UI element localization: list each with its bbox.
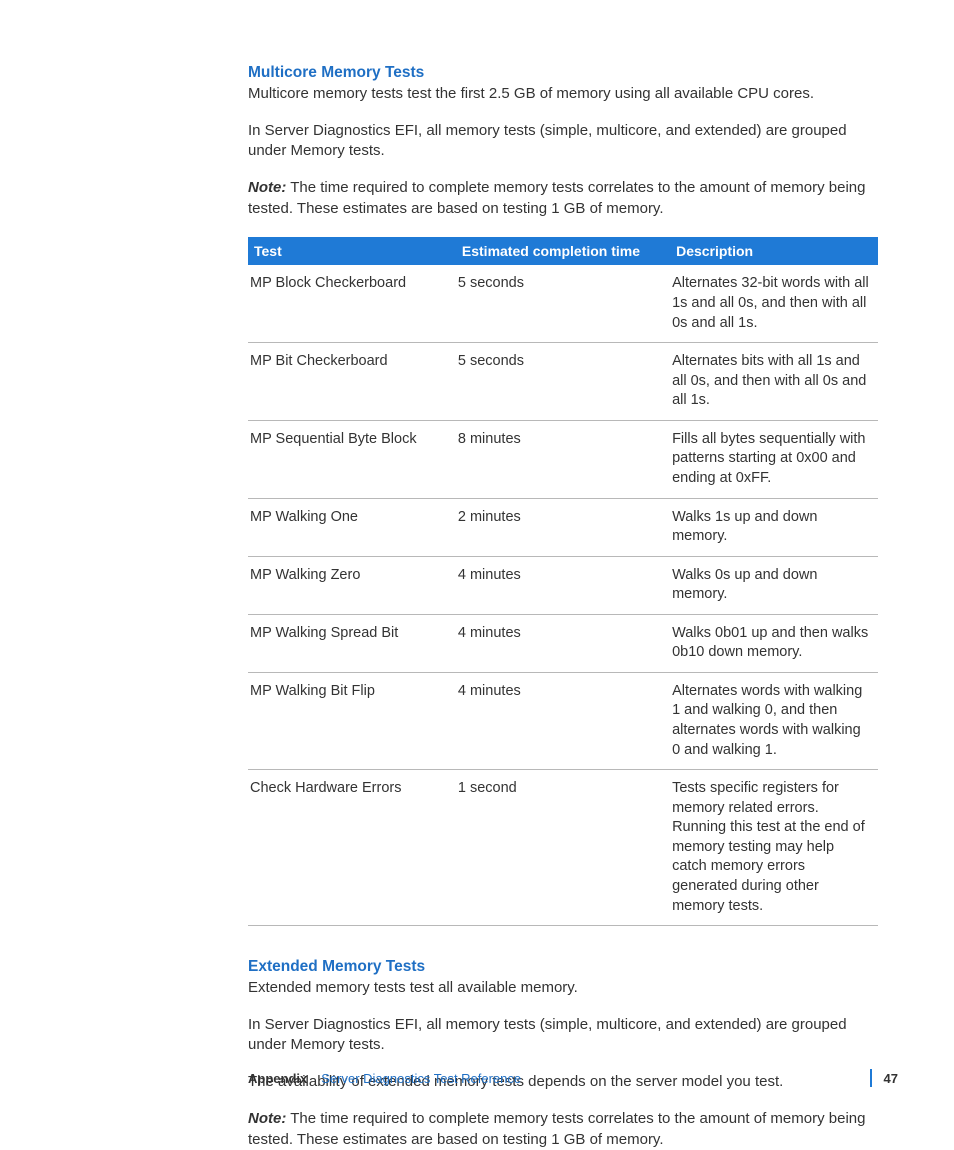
body-text: In Server Diagnostics EFI, all memory te… <box>248 1015 878 1056</box>
cell-test: MP Bit Checkerboard <box>248 343 456 421</box>
cell-test: Check Hardware Errors <box>248 770 456 926</box>
cell-time: 5 seconds <box>456 343 670 421</box>
cell-desc: Walks 0b01 up and then walks 0b10 down m… <box>670 614 878 672</box>
table-row: MP Block Checkerboard 5 seconds Alternat… <box>248 265 878 342</box>
col-header-time: Estimated completion time <box>456 237 670 265</box>
cell-test: MP Block Checkerboard <box>248 265 456 342</box>
tests-table: Test Estimated completion time Descripti… <box>248 237 878 926</box>
page-number: 47 <box>884 1071 898 1086</box>
table-row: MP Walking One 2 minutes Walks 1s up and… <box>248 498 878 556</box>
note-paragraph: Note: The time required to complete memo… <box>248 178 878 219</box>
footer-reference: Server Diagnostics Test Reference <box>321 1071 860 1086</box>
page-footer: Appendix Server Diagnostics Test Referen… <box>248 1069 898 1087</box>
cell-desc: Walks 0s up and down memory. <box>670 556 878 614</box>
cell-time: 1 second <box>456 770 670 926</box>
cell-desc: Alternates bits with all 1s and all 0s, … <box>670 343 878 421</box>
note-body: The time required to complete memory tes… <box>248 1110 865 1148</box>
col-header-desc: Description <box>670 237 878 265</box>
note-label: Note: <box>248 179 286 196</box>
table-header-row: Test Estimated completion time Descripti… <box>248 237 878 265</box>
section-heading-multicore: Multicore Memory Tests <box>248 64 878 82</box>
body-text: Multicore memory tests test the first 2.… <box>248 84 878 105</box>
cell-test: MP Sequential Byte Block <box>248 420 456 498</box>
footer-separator <box>870 1069 872 1087</box>
table-row: Check Hardware Errors 1 second Tests spe… <box>248 770 878 926</box>
cell-desc: Alternates 32-bit words with all 1s and … <box>670 265 878 342</box>
cell-test: MP Walking Bit Flip <box>248 672 456 769</box>
table-row: MP Walking Spread Bit 4 minutes Walks 0b… <box>248 614 878 672</box>
cell-test: MP Walking Zero <box>248 556 456 614</box>
body-text: Extended memory tests test all available… <box>248 978 878 999</box>
note-paragraph: Note: The time required to complete memo… <box>248 1109 878 1150</box>
note-label: Note: <box>248 1110 286 1127</box>
col-header-test: Test <box>248 237 456 265</box>
cell-time: 4 minutes <box>456 672 670 769</box>
cell-time: 4 minutes <box>456 614 670 672</box>
cell-desc: Tests specific registers for memory rela… <box>670 770 878 926</box>
cell-time: 2 minutes <box>456 498 670 556</box>
cell-desc: Walks 1s up and down memory. <box>670 498 878 556</box>
cell-test: MP Walking Spread Bit <box>248 614 456 672</box>
table-row: MP Walking Bit Flip 4 minutes Alternates… <box>248 672 878 769</box>
cell-time: 5 seconds <box>456 265 670 342</box>
table-row: MP Sequential Byte Block 8 minutes Fills… <box>248 420 878 498</box>
cell-desc: Fills all bytes sequentially with patter… <box>670 420 878 498</box>
note-body: The time required to complete memory tes… <box>248 179 865 217</box>
section-heading-extended: Extended Memory Tests <box>248 958 878 976</box>
page-content: Multicore Memory Tests Multicore memory … <box>0 0 954 1150</box>
body-text: In Server Diagnostics EFI, all memory te… <box>248 121 878 162</box>
cell-desc: Alternates words with walking 1 and walk… <box>670 672 878 769</box>
cell-time: 8 minutes <box>456 420 670 498</box>
footer-appendix: Appendix <box>248 1071 307 1086</box>
table-row: MP Walking Zero 4 minutes Walks 0s up an… <box>248 556 878 614</box>
table-body: MP Block Checkerboard 5 seconds Alternat… <box>248 265 878 925</box>
table-row: MP Bit Checkerboard 5 seconds Alternates… <box>248 343 878 421</box>
cell-time: 4 minutes <box>456 556 670 614</box>
cell-test: MP Walking One <box>248 498 456 556</box>
